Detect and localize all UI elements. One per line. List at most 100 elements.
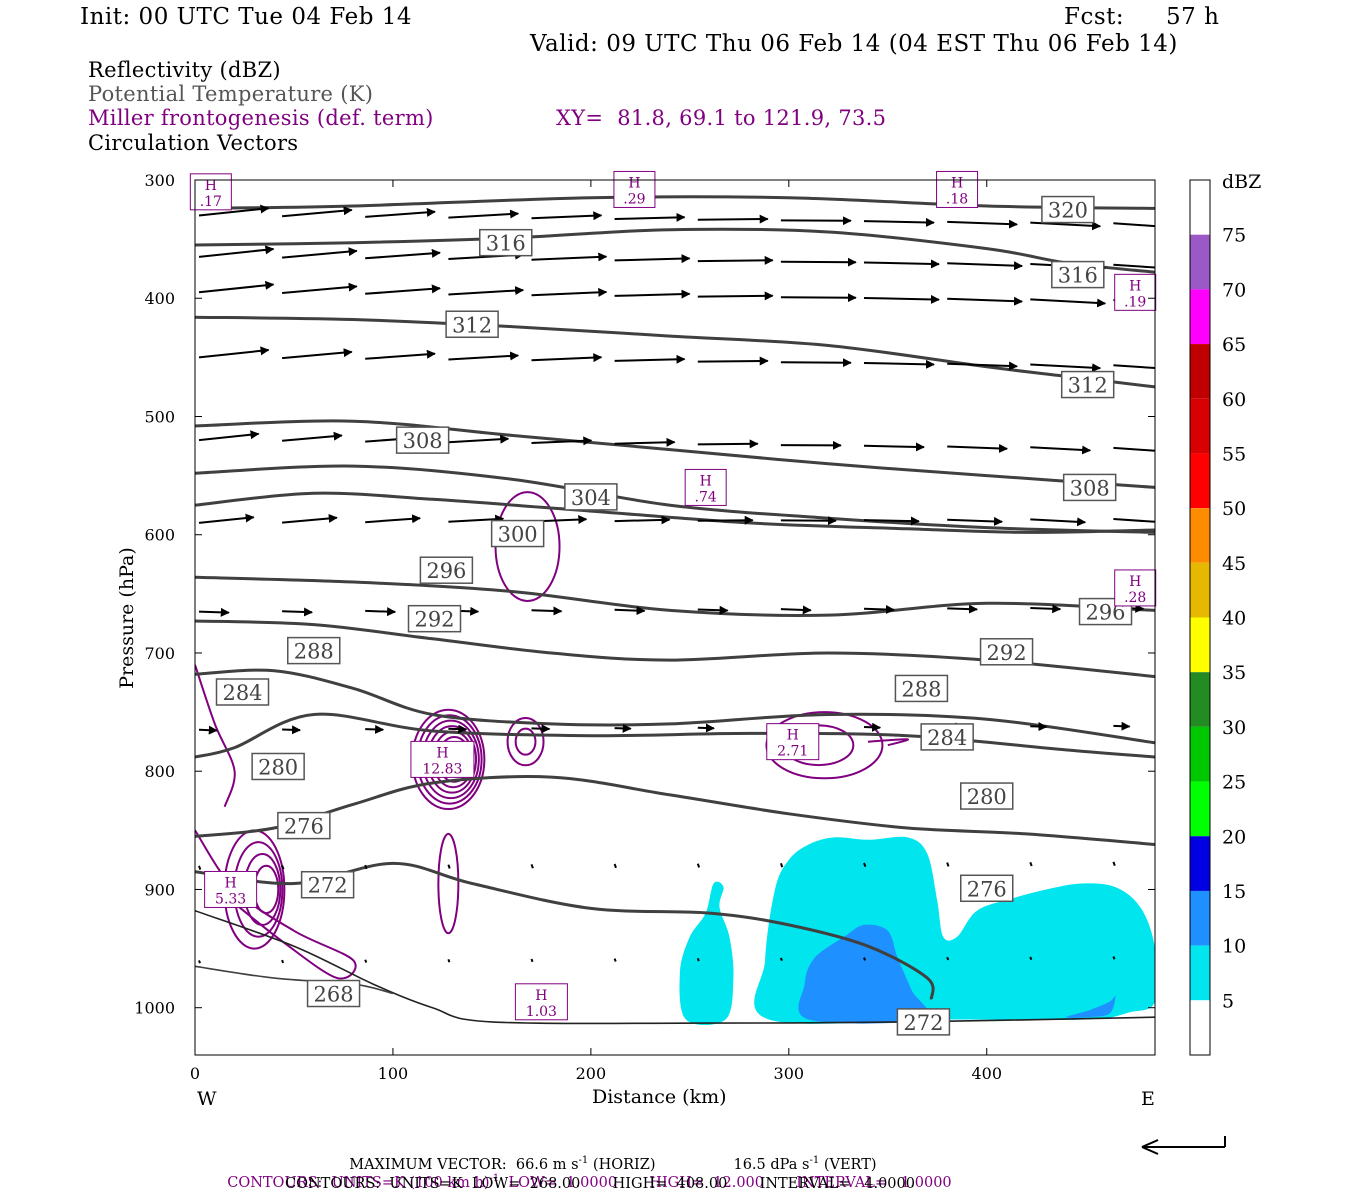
colorbar-label: 55 [1222,443,1246,465]
theta-contour-296 [195,575,1155,617]
circulation-vector [198,346,270,359]
colorbar-segment [1190,726,1210,782]
theta-label-276: 276 [960,874,1014,903]
svg-text:.17: .17 [200,194,222,210]
circulation-vector [365,349,436,360]
cross-section-endpoints: XY= 81.8, 69.1 to 121.9, 73.5 [556,106,887,130]
svg-text:.28: .28 [1124,590,1146,606]
y-tick-label: 1000 [134,999,175,1018]
theta-label-272: 272 [896,1008,951,1036]
circulation-vector [779,862,784,868]
footer-fronto-contours: CONTOURS: UNITS=K (100 km h)-1 LOW= 1.00… [227,1173,952,1191]
theta-label-280: 280 [960,782,1014,810]
legend-theta: Potential Temperature (K) [88,82,374,106]
frontogenesis-max-label: H.74 [684,468,727,506]
circulation-vector [697,291,774,301]
circulation-vector [198,204,270,217]
svg-text:H: H [951,175,963,191]
theta-label-272: 272 [300,870,355,899]
theta-label-312: 312 [445,310,499,339]
theta-label-288: 288 [287,636,341,665]
circulation-vector [531,287,608,297]
colorbar-segment [1190,180,1210,235]
circulation-vector [447,864,451,869]
svg-text:272: 272 [903,1011,943,1035]
circulation-vector [697,515,754,525]
forecast-hour: 57 h [1166,4,1220,30]
circulation-vector [947,296,1023,306]
x-tick-label: 200 [576,1064,607,1083]
circulation-vector [531,436,593,446]
legend-vectors: Circulation Vectors [88,131,299,155]
svg-text:.29: .29 [623,191,645,207]
theta-contour-304 [195,491,1155,534]
circulation-vector [365,248,441,260]
svg-text:12.83: 12.83 [422,761,462,777]
svg-text:284: 284 [927,726,967,750]
circulation-vector [947,361,1018,371]
svg-text:284: 284 [222,681,262,705]
frontogenesis-contour [253,864,280,915]
frontogenesis-max-label: H.28 [1114,569,1157,607]
svg-text:H: H [1129,574,1141,590]
colorbar-label: 45 [1222,553,1246,575]
colorbar-label: 25 [1222,772,1246,794]
colorbar-label: 20 [1222,826,1246,848]
circulation-vector [448,724,468,734]
theta-contour-308 [195,419,1155,489]
svg-text:312: 312 [452,313,492,337]
circulation-vector [947,516,1003,526]
circulation-vector [1113,721,1131,731]
circulation-vector [531,353,603,363]
circulation-vector [613,863,617,869]
circulation-vector [365,514,421,524]
theta-label-280: 280 [251,752,305,781]
svg-text:320: 320 [1048,199,1088,223]
colorbar-label: 5 [1222,990,1234,1012]
frontogenesis-max-label: H5.33 [204,870,258,908]
circulation-vector [1030,363,1102,373]
svg-text:308: 308 [1070,476,1110,500]
x-axis-east-label: E [1141,1088,1155,1110]
circulation-vector [531,606,563,616]
colorbar-label: 35 [1222,662,1246,684]
frontogenesis-max-label: H2.71 [766,723,820,761]
forecast-label: Fcst: [1064,4,1125,30]
svg-text:276: 276 [967,877,1007,901]
svg-text:292: 292 [986,641,1026,665]
y-tick-label: 800 [144,762,175,781]
theta-contour-300 [195,464,1155,534]
colorbar-unit: dBZ [1222,171,1261,193]
circulation-vector [364,959,368,963]
circulation-vector [614,254,691,264]
circulation-vector [198,245,275,258]
circulation-vector [946,862,950,867]
frontogenesis-contour [506,717,545,767]
circulation-vector [1029,861,1033,867]
theta-contour-316 [195,227,1155,274]
y-tick-label: 400 [144,289,175,308]
svg-text:H: H [787,728,799,744]
theta-contour-284 [195,712,1155,759]
circulation-vector [198,960,201,964]
svg-text:H: H [700,473,712,489]
footer-theta-contours: CONTOURS: UNITS=K LOW= 268.00 HIGH= 408.… [285,1176,915,1192]
reflectivity-10dbz-area [1065,995,1116,1018]
frontogenesis-max-label: H.19 [1114,273,1157,311]
theta-contour-312 [195,315,1155,389]
x-tick-label: 300 [774,1064,805,1083]
svg-text:288: 288 [294,640,334,664]
circulation-vector [697,356,769,366]
svg-text:5.33: 5.33 [215,891,246,907]
colorbar-segment [1190,672,1210,727]
theta-label-292: 292 [979,638,1034,666]
circulation-vector [282,348,353,360]
theta-label-320: 320 [1041,195,1095,224]
circulation-vector [1030,722,1048,732]
svg-text:H: H [205,178,217,194]
circulation-vector [1113,518,1155,523]
x-tick-label: 100 [378,1064,409,1083]
circulation-vector [1112,956,1116,960]
colorbar-label: 70 [1222,279,1246,301]
circulation-vector [1112,861,1116,867]
